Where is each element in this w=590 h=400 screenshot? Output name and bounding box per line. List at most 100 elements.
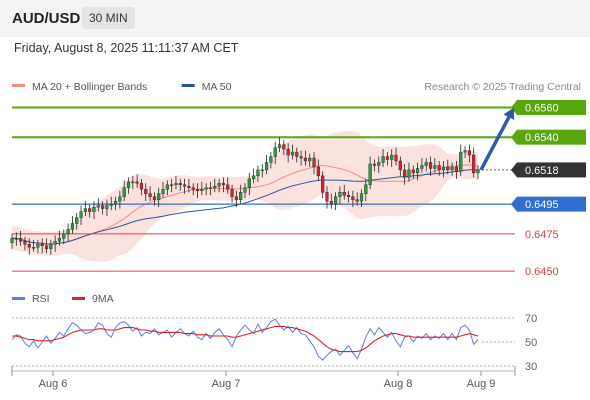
- candle-body: [75, 217, 79, 224]
- candle-body: [23, 241, 27, 245]
- candle-body: [44, 245, 49, 249]
- candle-body: [454, 166, 459, 172]
- candle-body: [53, 241, 57, 245]
- candle-body: [381, 156, 385, 163]
- candle-body: [170, 184, 174, 186]
- candle-body: [57, 238, 62, 242]
- candle-body: [83, 208, 87, 212]
- candle-body: [269, 156, 273, 163]
- candle-body: [295, 151, 299, 157]
- projection-arrow-head: [503, 107, 515, 120]
- candle-body: [36, 244, 40, 248]
- candle-body: [62, 233, 66, 239]
- candle-body: [433, 165, 437, 169]
- candle-body: [256, 169, 260, 177]
- legend-label: MA 20 + Bollinger Bands: [32, 81, 147, 93]
- candle-body: [131, 181, 135, 184]
- candles: [10, 137, 480, 255]
- candle-body: [428, 162, 433, 169]
- candle-body: [239, 192, 243, 200]
- rsi-line: [11, 318, 479, 361]
- rsi-legend-swatch: [72, 297, 85, 300]
- candle-body: [139, 183, 144, 190]
- level-label-box: [517, 99, 586, 115]
- candle-body: [424, 162, 428, 166]
- x-tick-label: Aug 8: [384, 378, 413, 390]
- candle-body: [243, 187, 247, 193]
- candle-body: [19, 238, 23, 242]
- interval-badge[interactable]: 30 MIN: [82, 7, 135, 29]
- candle-body: [208, 187, 213, 189]
- candle-body: [368, 163, 372, 185]
- ma50-line: [12, 169, 478, 245]
- level-label-box: [517, 129, 586, 145]
- candle-body: [144, 189, 148, 194]
- candle-body: [252, 175, 256, 180]
- candle-body: [234, 196, 238, 200]
- candle-body: [182, 184, 187, 187]
- level-label-box: [517, 196, 586, 212]
- candle-body: [329, 200, 333, 205]
- candle-body: [390, 154, 394, 160]
- candle-body: [394, 154, 398, 162]
- candle-body: [450, 166, 454, 171]
- level-label-pointer: [511, 196, 517, 212]
- legend-swatch: [181, 84, 195, 87]
- candle-body: [135, 181, 139, 184]
- x-tick-label: Aug 7: [212, 378, 241, 390]
- candle-body: [204, 187, 208, 190]
- candle-body: [264, 162, 269, 171]
- candle-body: [230, 189, 234, 197]
- candle-body: [118, 196, 122, 202]
- projection-arrow-shaft: [479, 116, 511, 171]
- candle-body: [312, 157, 316, 168]
- candle-body: [10, 238, 14, 244]
- candle-body: [221, 183, 226, 185]
- candle-body: [463, 150, 467, 153]
- candle-body: [174, 183, 178, 185]
- candle-body: [325, 192, 329, 202]
- chart-datetime: Friday, August 8, 2025 11:11:37 AM CET: [14, 41, 239, 55]
- level-label-pointer: [511, 129, 517, 145]
- candle-body: [398, 160, 402, 171]
- x-tick-label: Aug 9: [467, 378, 496, 390]
- candle-body: [40, 244, 44, 246]
- copyright-label: Research © 2025 Trading Central: [424, 81, 581, 93]
- candle-body: [372, 163, 377, 166]
- candle-body: [385, 156, 389, 160]
- candle-body: [277, 144, 282, 148]
- candle-body: [195, 189, 200, 191]
- candle-body: [467, 150, 471, 156]
- candle-body: [49, 244, 53, 249]
- legend-label: MA 50: [202, 81, 232, 93]
- candle-body: [126, 181, 131, 188]
- level-label: 0.6475: [525, 229, 559, 241]
- candle-body: [148, 193, 152, 197]
- candle-body: [346, 195, 351, 197]
- candle-body: [101, 205, 105, 209]
- rsi-tick-label: 70: [525, 313, 537, 325]
- chart-header: AUD/USD 30 MIN: [0, 0, 590, 37]
- candle-body: [334, 196, 338, 205]
- x-tick-label: Aug 6: [39, 378, 68, 390]
- candle-body: [217, 183, 221, 187]
- candle-body: [355, 199, 359, 202]
- candle-body: [27, 244, 31, 248]
- rsi-ma-line: [12, 325, 479, 353]
- candle-body: [191, 187, 195, 190]
- candle-body: [286, 148, 290, 156]
- candle-body: [290, 151, 295, 156]
- candle-body: [377, 162, 381, 166]
- level-label: 0.6560: [525, 102, 559, 114]
- level-label: 0.6450: [525, 266, 559, 278]
- candle-body: [105, 205, 109, 209]
- candle-body: [70, 223, 75, 230]
- candle-body: [403, 169, 407, 178]
- rsi-tick-label: 30: [525, 361, 537, 373]
- candle-body: [14, 238, 18, 240]
- candle-body: [308, 157, 312, 162]
- candle-body: [152, 196, 156, 200]
- candle-body: [88, 208, 92, 212]
- candle-body: [200, 189, 204, 191]
